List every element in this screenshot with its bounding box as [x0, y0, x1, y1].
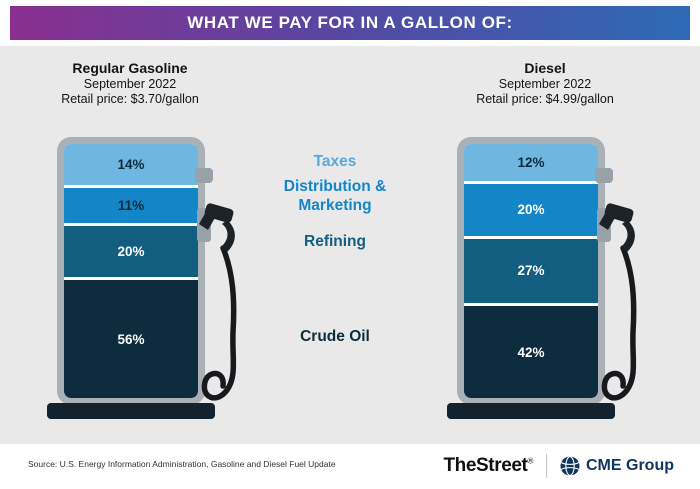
gasoline-refining-pct: 20%: [117, 244, 145, 260]
fuel-hose: [201, 245, 237, 401]
diesel-segment-distribution: 20%: [464, 183, 598, 236]
cme-globe-icon: [560, 456, 580, 476]
gasoline-segment-taxes: 14%: [64, 144, 198, 185]
diesel-crude-oil-pct: 42%: [517, 344, 545, 360]
gasoline-retail-price: Retail price: $3.70/gallon: [61, 92, 199, 106]
gasoline-pump-hose: [195, 168, 237, 401]
footer-logos: TheStreet® CME Group: [443, 452, 674, 480]
gasoline-title: Regular Gasoline: [72, 60, 188, 76]
diesel-pump-base: [447, 403, 615, 419]
header-banner: WHAT WE PAY FOR IN A GALLON OF:: [10, 6, 690, 40]
diesel-segment-refining: 27%: [464, 238, 598, 304]
diesel-pump-hose: [595, 168, 637, 401]
gasoline-segment-crude-oil: 56%: [64, 280, 198, 398]
diesel-refining-pct: 27%: [517, 263, 545, 279]
diesel-distribution-pct: 20%: [517, 202, 545, 218]
diesel-retail-price: Retail price: $4.99/gallon: [476, 92, 614, 106]
page-title: WHAT WE PAY FOR IN A GALLON OF:: [187, 13, 513, 32]
diesel-date: September 2022: [498, 77, 592, 91]
diesel-pump: 12% 20% 27% 42%: [457, 137, 605, 405]
hose-bracket: [195, 168, 213, 183]
hose-bracket: [595, 168, 613, 183]
diesel-title-block: Diesel September 2022 Retail price: $4.9…: [425, 60, 665, 107]
gasoline-segment-distribution: 11%: [64, 187, 198, 223]
footer: Source: U.S. Energy Information Administ…: [0, 444, 700, 489]
diesel-taxes-pct: 12%: [517, 154, 545, 170]
legend-distribution-marketing: Distribution & Marketing: [250, 177, 420, 215]
chart-area: Regular Gasoline September 2022 Retail p…: [0, 46, 700, 444]
gasoline-title-block: Regular Gasoline September 2022 Retail p…: [10, 60, 250, 107]
diesel-segment-crude-oil: 42%: [464, 306, 598, 398]
registered-mark: ®: [527, 456, 534, 466]
fuel-nozzle-icon: [599, 203, 635, 252]
cme-group-logo: CME Group: [560, 456, 674, 476]
diesel-title: Diesel: [524, 60, 566, 76]
source-citation: Source: U.S. Energy Information Administ…: [28, 459, 336, 469]
legend-refining: Refining: [304, 233, 366, 250]
fuel-nozzle-icon: [199, 203, 235, 252]
cme-logo-text: CME Group: [586, 457, 674, 474]
gasoline-pump: 14% 11% 20% 56%: [57, 137, 205, 405]
thestreet-logo: TheStreet®: [443, 455, 533, 477]
gasoline-taxes-pct: 14%: [117, 156, 145, 172]
legend-crude-oil: Crude Oil: [300, 328, 370, 345]
gasoline-segment-refining: 20%: [64, 225, 198, 278]
gasoline-crude-oil-pct: 56%: [117, 331, 145, 347]
legend-distribution-marketing-text: Distribution & Marketing: [283, 178, 387, 214]
legend-taxes: Taxes: [313, 153, 357, 170]
gasoline-date: September 2022: [83, 77, 177, 91]
fuel-hose: [601, 245, 637, 401]
gasoline-distribution-pct: 11%: [117, 197, 145, 213]
gasoline-pump-base: [47, 403, 215, 419]
thestreet-logo-text: TheStreet: [443, 455, 528, 476]
logo-divider: [546, 454, 547, 478]
diesel-segment-taxes: 12%: [464, 144, 598, 181]
